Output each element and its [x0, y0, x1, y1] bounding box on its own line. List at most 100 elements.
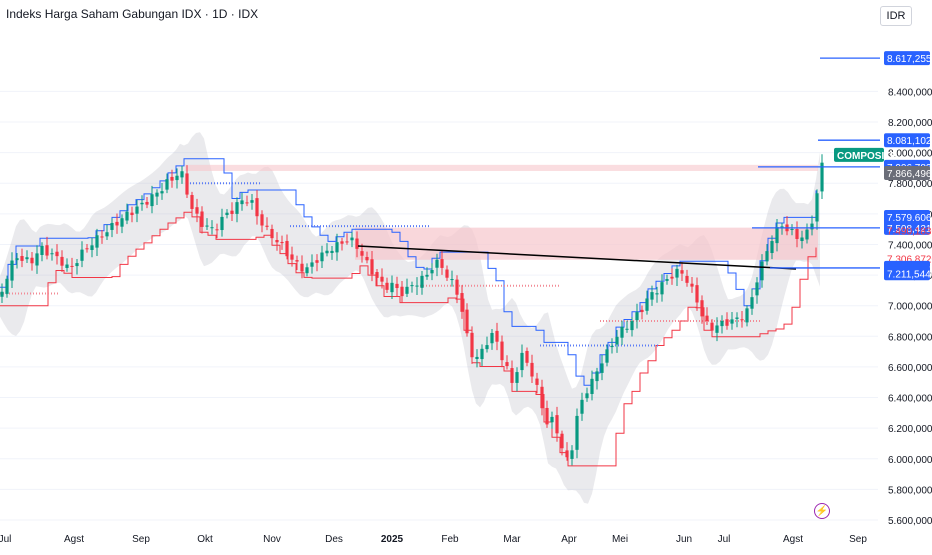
candle-body	[455, 279, 459, 295]
candle	[270, 224, 274, 246]
chart-title: Indeks Harga Saham Gabungan IDX · 1D · I…	[6, 7, 259, 21]
price-tag: 7.306,8720	[887, 255, 932, 266]
candle	[770, 235, 774, 260]
candle-body	[460, 293, 464, 312]
candle-body	[90, 245, 94, 250]
candle-body	[100, 236, 104, 238]
candle-body	[585, 393, 589, 399]
candle-body	[695, 285, 699, 303]
x-tick-label: Feb	[441, 534, 459, 545]
price-tag-text: 7.211,5440	[887, 269, 932, 280]
currency-button[interactable]: IDR	[880, 6, 912, 26]
candle-body	[745, 308, 749, 323]
candle-body	[610, 345, 614, 348]
candle-body	[385, 282, 389, 290]
price-labels: 8.617,25578.081,1025COMPOSITE7.906,78217…	[834, 51, 932, 281]
candle-body	[590, 378, 594, 394]
candle-body	[805, 229, 809, 240]
candle	[555, 406, 559, 442]
candle	[410, 281, 414, 293]
candle	[285, 234, 289, 260]
candle-body	[510, 368, 514, 383]
x-tick-label: 2025	[381, 534, 404, 545]
candle-body	[530, 362, 534, 377]
x-tick-label: Nov	[263, 534, 281, 545]
red-stop-line	[0, 211, 817, 467]
candle	[520, 344, 524, 378]
candle-body	[410, 285, 414, 287]
price-tag-bg	[884, 220, 930, 235]
x-tick-label: Mei	[612, 534, 628, 545]
x-tick-label: Jun	[676, 534, 692, 545]
candle	[560, 430, 564, 456]
candle-body	[605, 349, 609, 363]
price-tag-bg	[834, 147, 884, 162]
candle-body	[65, 264, 69, 268]
candle-body	[415, 285, 419, 287]
resistance-zone	[185, 164, 818, 171]
candle-body	[755, 282, 759, 296]
candle-body	[800, 237, 804, 242]
candle-body	[760, 261, 764, 281]
candle	[275, 232, 279, 251]
candle-body	[105, 232, 109, 237]
candle-body	[545, 407, 549, 425]
candle	[25, 250, 29, 264]
candle	[375, 268, 379, 287]
candle-body	[130, 212, 134, 216]
lightning-icon[interactable]: ⚡	[814, 503, 830, 519]
candle-body	[350, 237, 354, 241]
candle-body	[540, 386, 544, 409]
candle	[310, 254, 314, 274]
candle	[150, 185, 154, 214]
candle	[525, 347, 529, 367]
candle	[315, 254, 319, 272]
candle	[680, 262, 684, 281]
candle-body	[815, 193, 819, 222]
candle	[290, 246, 294, 267]
candle	[145, 197, 149, 209]
candle-body	[600, 363, 604, 373]
candle-body	[420, 275, 424, 288]
candle	[540, 379, 544, 416]
candle-body	[0, 291, 4, 297]
candle	[790, 224, 794, 236]
candle	[210, 220, 214, 235]
candle-body	[345, 241, 349, 243]
candle	[445, 265, 449, 281]
candle	[85, 243, 89, 253]
candle-body	[515, 372, 519, 383]
candle	[295, 255, 299, 270]
candle	[345, 233, 349, 245]
candle	[225, 209, 229, 219]
candle	[165, 173, 169, 194]
candle	[800, 230, 804, 249]
candle	[430, 263, 434, 281]
price-tag-text: 7.508,4211	[887, 224, 932, 235]
candle-body	[425, 274, 429, 277]
candle	[550, 411, 554, 429]
candle	[260, 210, 264, 233]
candle-body	[670, 276, 674, 279]
candle-body	[560, 433, 564, 449]
candle	[575, 408, 579, 459]
candle-body	[645, 298, 649, 311]
candle-body	[335, 242, 339, 253]
candle	[390, 275, 394, 299]
candle	[185, 165, 189, 199]
candle-body	[40, 245, 44, 256]
candle-body	[290, 254, 294, 260]
candle	[140, 195, 144, 211]
candle	[355, 231, 359, 258]
candle-body	[75, 263, 79, 267]
candle-body	[365, 256, 369, 261]
candle	[0, 283, 4, 303]
candle	[805, 223, 809, 244]
candle-body	[430, 269, 434, 274]
price-tag-bg	[884, 51, 930, 66]
price-tag: 7.579,6060	[884, 209, 932, 224]
candle-body	[615, 336, 619, 345]
candle	[195, 198, 199, 223]
